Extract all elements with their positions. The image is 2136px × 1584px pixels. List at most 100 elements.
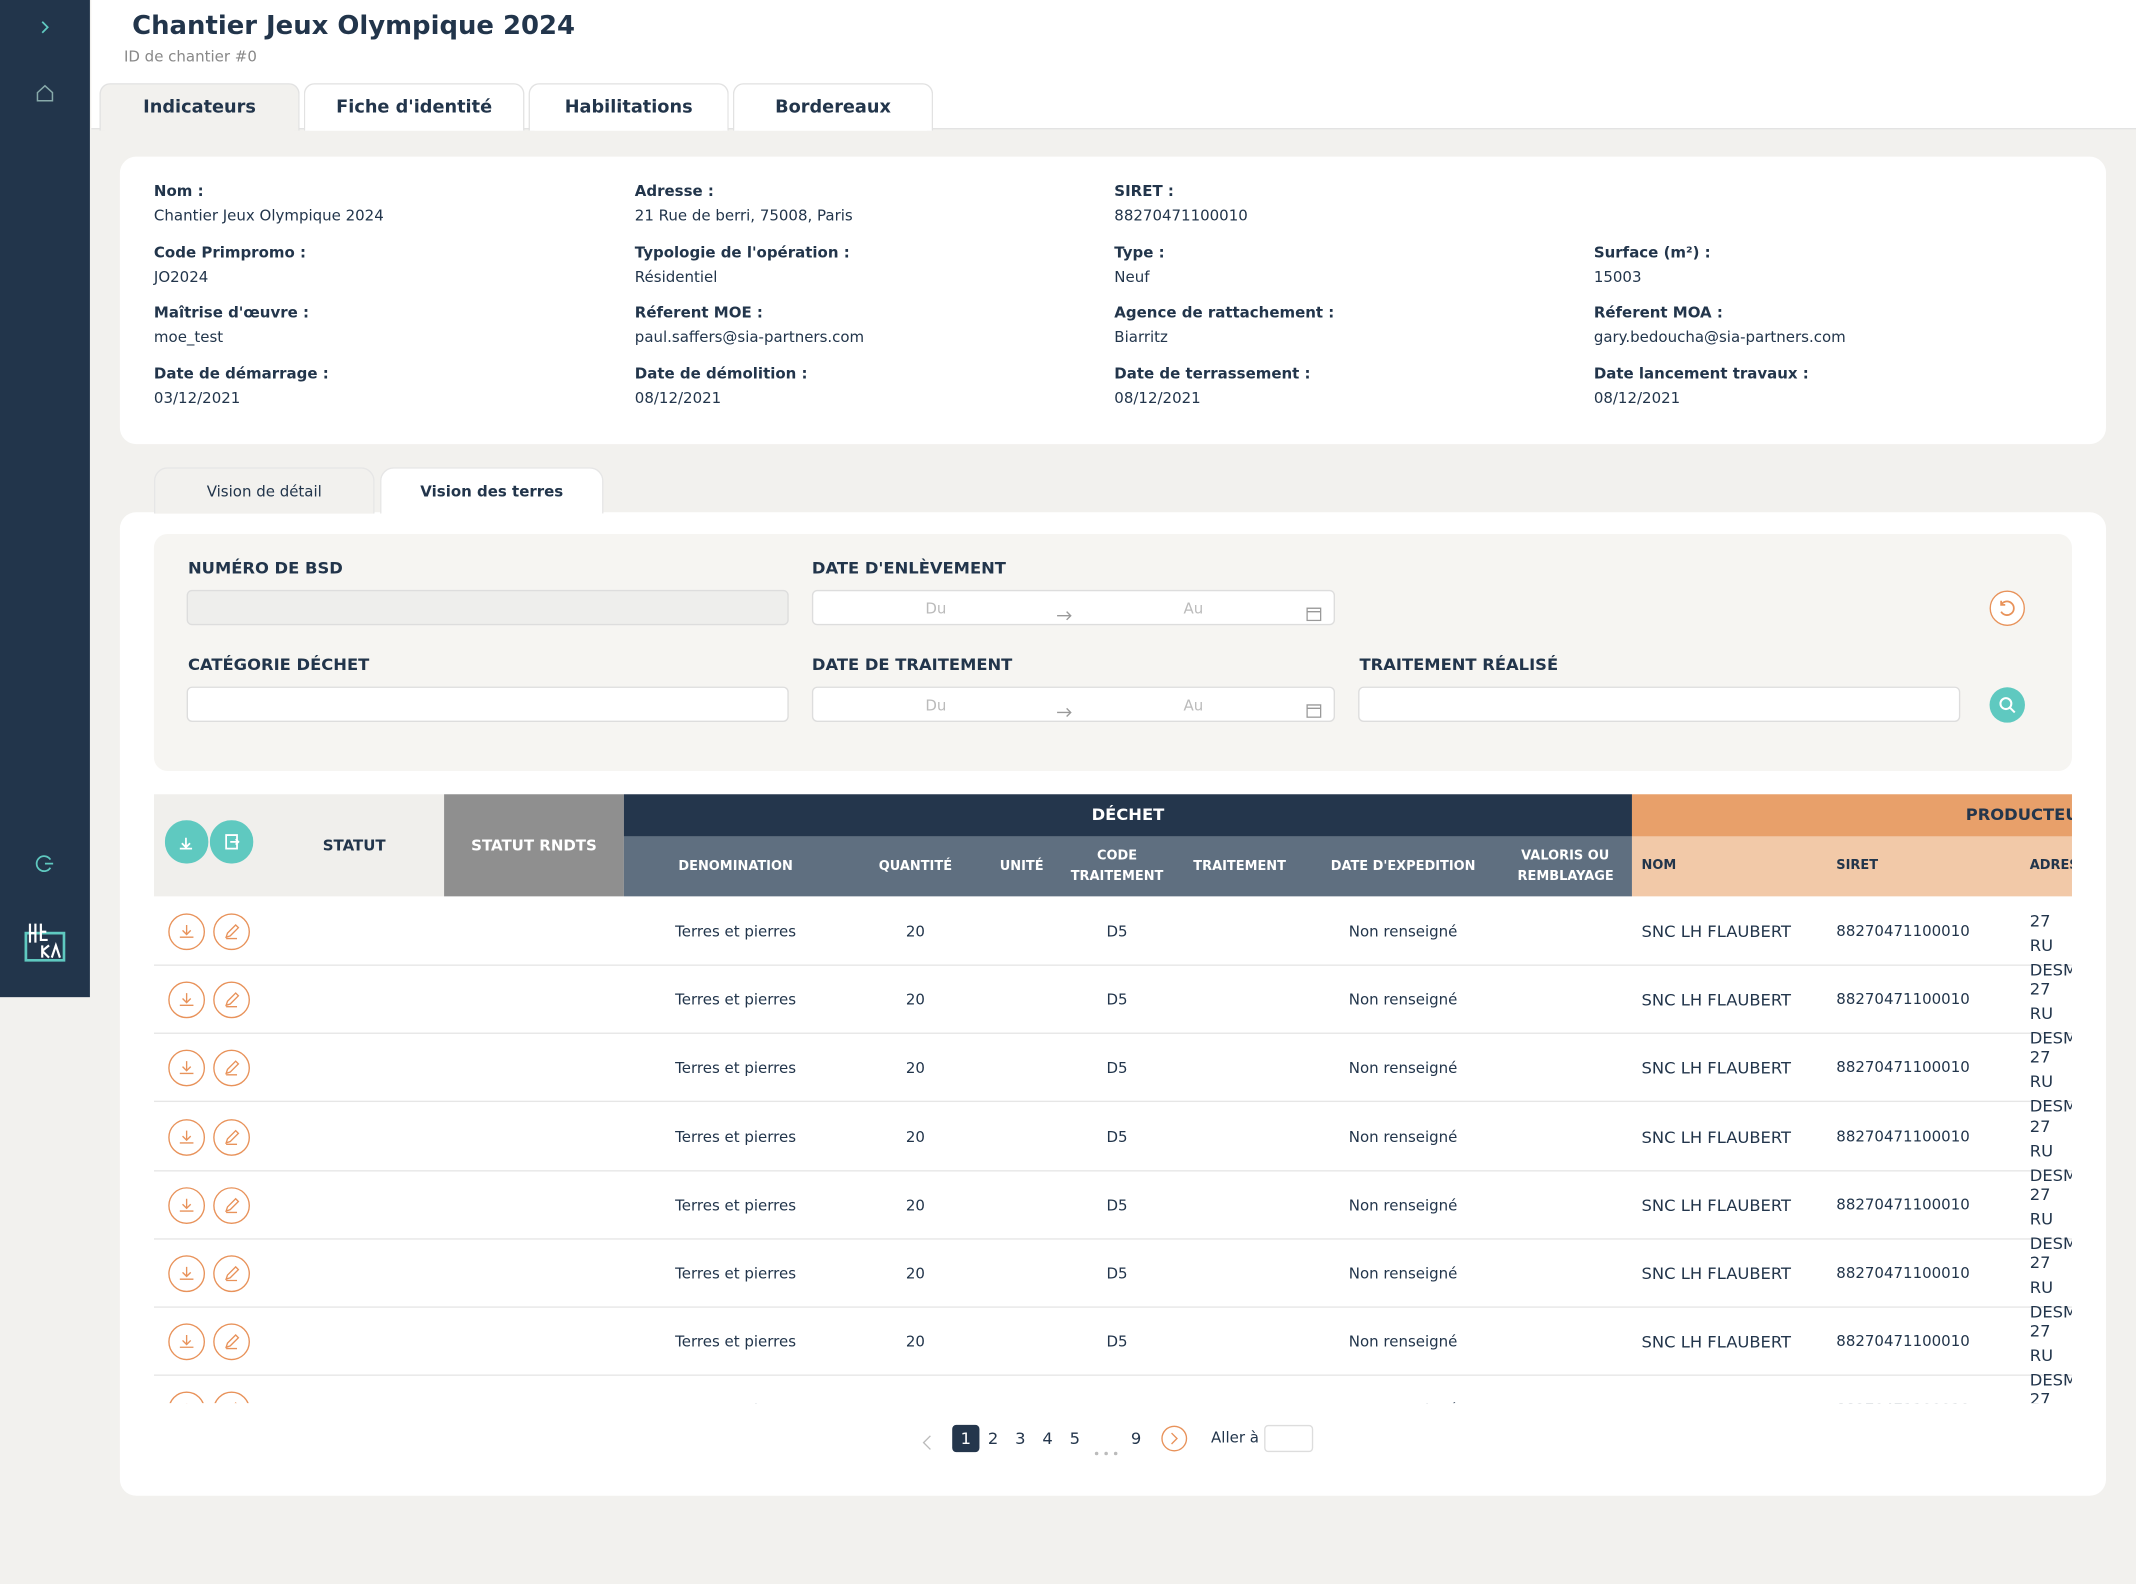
cell-adresse: 27 RU DESM bbox=[2029, 1390, 2051, 1404]
date-range[interactable]: Du Au bbox=[811, 686, 1335, 722]
dechet-label: DÉCHET bbox=[1091, 805, 1165, 825]
cell-date: Non renseigné bbox=[1348, 1059, 1458, 1078]
cell-code: D5 bbox=[1106, 1128, 1128, 1146]
filter-label: NUMÉRO DE BSD bbox=[187, 558, 343, 578]
page-button[interactable]: 4 bbox=[1034, 1425, 1061, 1452]
view-tab-label: Vision des terres bbox=[420, 482, 564, 500]
edit-button[interactable] bbox=[213, 1391, 251, 1404]
info-value: Biarritz bbox=[1114, 328, 1168, 347]
info-label: Adresse : bbox=[634, 182, 714, 201]
sidebar bbox=[0, 0, 90, 998]
cell-quantite: 20 bbox=[905, 1059, 925, 1078]
info-label: Réferent MOE : bbox=[634, 303, 763, 322]
date-to: Au bbox=[1183, 600, 1204, 618]
date-range[interactable]: Du Au bbox=[811, 589, 1335, 626]
header-action[interactable] bbox=[164, 820, 209, 864]
tab[interactable]: Habilitations bbox=[528, 83, 729, 131]
cell-nom: SNC LH FLAUBERT bbox=[1641, 1332, 1792, 1352]
page-number: 2 bbox=[987, 1428, 999, 1449]
statut-label: STATUT bbox=[322, 837, 386, 855]
next-page[interactable] bbox=[1161, 1425, 1188, 1452]
download-button[interactable] bbox=[168, 981, 206, 1019]
expand-icon[interactable] bbox=[37, 19, 53, 35]
cell-code: D5 bbox=[1106, 1196, 1128, 1215]
edit-button[interactable] bbox=[213, 1255, 251, 1293]
reset-button[interactable] bbox=[1989, 590, 2026, 627]
edit-button[interactable] bbox=[213, 1186, 251, 1224]
download-button[interactable] bbox=[168, 1255, 206, 1293]
rndts-label: STATUT RNDTS bbox=[471, 837, 597, 855]
tab[interactable]: Bordereaux bbox=[732, 83, 934, 131]
cell-siret: 88270471100010 bbox=[1836, 1264, 1970, 1282]
goto-input[interactable] bbox=[1264, 1424, 1314, 1453]
view-tab[interactable]: Vision des terres bbox=[380, 467, 604, 514]
row bbox=[153, 1308, 2072, 1377]
page-button[interactable]: 9 bbox=[1122, 1425, 1149, 1452]
cell-denomination: Terres et pierres bbox=[675, 1264, 797, 1283]
dechet-subheader bbox=[623, 836, 1632, 897]
info-value: moe_test bbox=[153, 328, 224, 347]
page-button[interactable]: 1 bbox=[952, 1424, 980, 1453]
cell-nom: SNC LH FLAUBERT bbox=[1641, 1127, 1792, 1147]
category-input[interactable] bbox=[186, 686, 789, 722]
cell-quantite: 20 bbox=[905, 1196, 925, 1215]
date-to: Au bbox=[1183, 696, 1204, 715]
download-button[interactable] bbox=[168, 1323, 206, 1361]
bsd-input[interactable] bbox=[186, 589, 789, 626]
header-action[interactable] bbox=[209, 820, 254, 864]
search-button[interactable] bbox=[1989, 687, 2026, 724]
home-icon[interactable] bbox=[35, 83, 54, 102]
cell-date: Non renseigné bbox=[1348, 1333, 1458, 1351]
download-button[interactable] bbox=[168, 1391, 206, 1404]
download-button[interactable] bbox=[168, 1049, 206, 1087]
cell-adresse: 27 RU DESM bbox=[2029, 1116, 2072, 1185]
cell-adresse: 27 RU DESM bbox=[2029, 911, 2072, 980]
tab[interactable]: Indicateurs bbox=[99, 83, 300, 131]
row bbox=[153, 1103, 2072, 1171]
cell-siret: 88270471100010 bbox=[1836, 1332, 1970, 1351]
page-button[interactable]: 5 bbox=[1061, 1425, 1088, 1452]
download-button[interactable] bbox=[168, 913, 206, 951]
tab[interactable]: Fiche d'identité bbox=[303, 83, 525, 131]
info-label: Typologie de l'opération : bbox=[634, 243, 850, 262]
edit-button[interactable] bbox=[213, 981, 251, 1019]
cell-siret: 88270471100010 bbox=[1836, 1058, 1970, 1077]
page-button[interactable]: 3 bbox=[1007, 1425, 1034, 1452]
view-tab-label: Vision de détail bbox=[206, 482, 322, 500]
edit-button[interactable] bbox=[213, 913, 251, 951]
cell-quantite: 20 bbox=[905, 922, 925, 941]
cell-code: D5 bbox=[1106, 1333, 1128, 1351]
download-button[interactable] bbox=[168, 1118, 206, 1156]
info-value: 08/12/2021 bbox=[1593, 389, 1681, 408]
edit-button[interactable] bbox=[213, 1049, 251, 1087]
info-label: Réferent MOA : bbox=[1593, 303, 1723, 322]
prev-page[interactable] bbox=[921, 1430, 935, 1450]
edit-button[interactable] bbox=[213, 1118, 251, 1156]
logout-icon[interactable] bbox=[35, 854, 54, 873]
info-value: Neuf bbox=[1114, 268, 1150, 287]
cell-nom: SNC LH FLAUBERT bbox=[1641, 1264, 1792, 1284]
cell-denomination: Terres et pierres bbox=[675, 1333, 797, 1351]
edit-button[interactable] bbox=[213, 1323, 251, 1361]
info-label: Date de démarrage : bbox=[153, 365, 329, 383]
info-label: Date lancement travaux : bbox=[1593, 365, 1809, 383]
cell-siret: 88270471100010 bbox=[1836, 1127, 1970, 1146]
cell-nom: SNC LH FLAUBERT bbox=[1641, 1401, 1791, 1403]
info-label: Date de terrassement : bbox=[1114, 365, 1311, 383]
tab-label: Indicateurs bbox=[143, 97, 256, 118]
cell-siret: 88270471100010 bbox=[1836, 1195, 1970, 1214]
cell-quantite: 20 bbox=[905, 1128, 925, 1146]
treatment-input[interactable] bbox=[1358, 686, 1961, 722]
cell-adresse: 27 RU DESM bbox=[2029, 1184, 2072, 1253]
filter-label: TRAITEMENT RÉALISÉ bbox=[1359, 655, 1559, 675]
date-from: Du bbox=[925, 600, 947, 618]
column-header: UNITÉ bbox=[999, 858, 1044, 874]
view-tab[interactable]: Vision de détail bbox=[153, 467, 375, 514]
page-button[interactable]: 2 bbox=[979, 1425, 1006, 1452]
download-button[interactable] bbox=[168, 1186, 206, 1224]
info-label: Nom : bbox=[153, 182, 204, 201]
row bbox=[154, 1376, 2072, 1403]
cell-adresse: 27 RU DESM bbox=[2029, 1253, 2072, 1322]
